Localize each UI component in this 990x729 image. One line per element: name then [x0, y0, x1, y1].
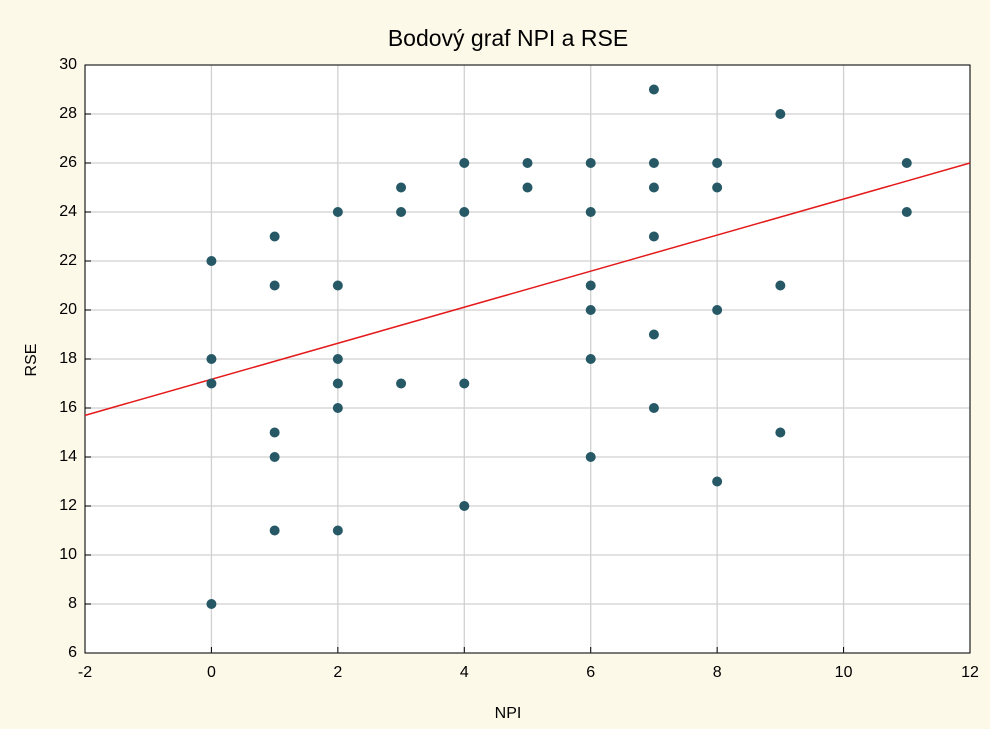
point: [269, 231, 280, 242]
y-tick-label: 24: [59, 203, 77, 220]
x-tick-label: 2: [333, 664, 342, 681]
point: [332, 280, 343, 291]
point: [206, 256, 217, 266]
point: [522, 158, 533, 168]
y-tick-label: 16: [59, 399, 77, 416]
point: [712, 305, 723, 315]
point: [712, 182, 723, 193]
y-tick-label: 18: [59, 350, 77, 367]
x-tick-label: -2: [78, 664, 92, 681]
point: [206, 378, 217, 389]
point: [459, 207, 470, 217]
point: [332, 207, 343, 217]
y-axis-label: RSE: [23, 344, 40, 377]
point: [585, 354, 596, 364]
y-tick-label: 22: [59, 252, 77, 269]
point: [775, 280, 786, 291]
point: [206, 599, 217, 609]
point: [648, 231, 659, 242]
point: [648, 84, 659, 95]
y-tick-label: 26: [59, 154, 77, 171]
point: [901, 207, 912, 217]
x-tick-label: 4: [460, 664, 469, 681]
point: [901, 158, 912, 168]
point: [712, 158, 723, 168]
point: [648, 182, 659, 193]
point: [396, 378, 407, 389]
x-tick-label: 8: [713, 664, 722, 681]
point: [585, 305, 596, 315]
point: [775, 427, 786, 438]
point: [459, 501, 470, 511]
point: [396, 182, 407, 193]
point: [269, 525, 280, 536]
point: [396, 207, 407, 217]
point: [269, 280, 280, 291]
y-tick-label: 30: [59, 56, 77, 73]
x-tick-label: 12: [961, 664, 979, 681]
point: [585, 280, 596, 291]
point: [332, 403, 343, 413]
point: [332, 378, 343, 389]
point: [206, 354, 217, 364]
y-tick-label: 28: [59, 105, 77, 122]
point: [269, 427, 280, 438]
y-tick-label: 8: [68, 595, 77, 612]
point: [648, 403, 659, 413]
point: [775, 109, 786, 119]
y-tick-label: 14: [59, 448, 77, 465]
y-tick-label: 6: [68, 644, 77, 661]
x-axis-label: NPI: [495, 705, 522, 722]
point: [522, 182, 533, 193]
x-tick-label: 10: [835, 664, 853, 681]
point: [585, 158, 596, 168]
point: [459, 378, 470, 389]
point: [269, 452, 280, 462]
y-tick-label: 20: [59, 301, 77, 318]
point: [585, 207, 596, 217]
regression-line: [84, 162, 971, 417]
point: [332, 525, 343, 536]
chart-title: Bodový graf NPI a RSE: [388, 25, 628, 51]
y-tick-label: 10: [59, 546, 77, 563]
point: [459, 158, 470, 168]
point: [712, 476, 723, 487]
plot-border: [84, 64, 971, 654]
x-tick-label: 6: [586, 664, 595, 681]
point: [585, 452, 596, 462]
point: [332, 354, 343, 364]
y-tick-label: 12: [59, 497, 77, 514]
x-tick-label: 0: [207, 664, 216, 681]
point: [648, 329, 659, 340]
point: [648, 158, 659, 168]
